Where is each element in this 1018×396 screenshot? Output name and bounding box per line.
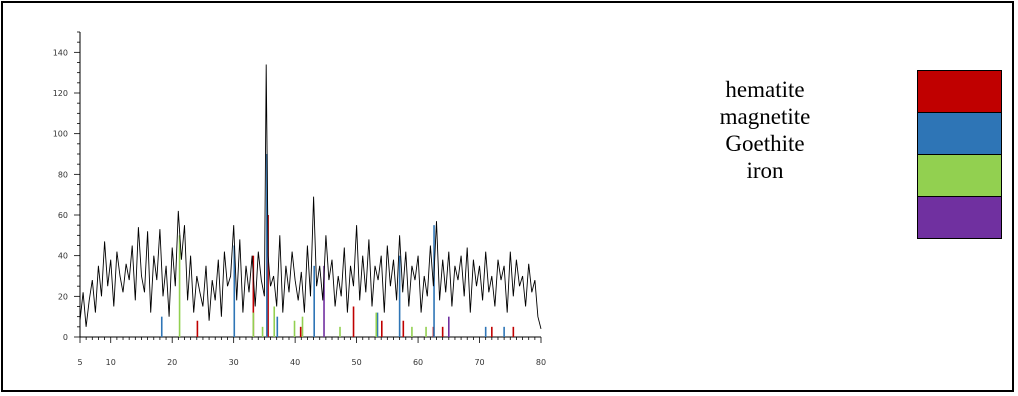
y-tick-label: 140: [53, 48, 68, 57]
y-tick-label: 120: [53, 89, 68, 98]
legend-label-hematite: hematite: [725, 77, 805, 102]
x-tick-label: 70: [474, 358, 484, 367]
x-tick-label: 50: [352, 358, 362, 367]
y-tick-label: 60: [58, 211, 68, 220]
legend-swatch-goethite: [917, 154, 1002, 196]
legend-label-magnetite: magnetite: [719, 104, 811, 129]
legend-swatch-magnetite: [917, 112, 1002, 154]
legend-swatches: [917, 70, 1002, 239]
legend-label-goethite: Goethite: [725, 131, 805, 156]
x-tick-label: 40: [290, 358, 300, 367]
x-tick-label: 80: [536, 358, 546, 367]
legend-label-iron: iron: [746, 158, 784, 183]
x-tick-label: 10: [106, 358, 116, 367]
x-tick-label: 60: [413, 358, 423, 367]
legend-swatch-iron: [917, 196, 1002, 239]
y-tick-label: 40: [58, 252, 68, 261]
legend-swatch-hematite: [917, 70, 1002, 112]
legend-labels: hematite magnetite Goethite iron: [690, 76, 840, 184]
y-tick-label: 0: [63, 333, 68, 342]
x-tick-label: 20: [167, 358, 177, 367]
y-tick-label: 100: [53, 130, 68, 139]
x-tick-label: 5: [77, 358, 82, 367]
x-tick-label: 30: [229, 358, 239, 367]
diffractogram-line: [79, 64, 542, 330]
y-tick-label: 80: [58, 170, 68, 179]
y-tick-label: 20: [58, 292, 68, 301]
